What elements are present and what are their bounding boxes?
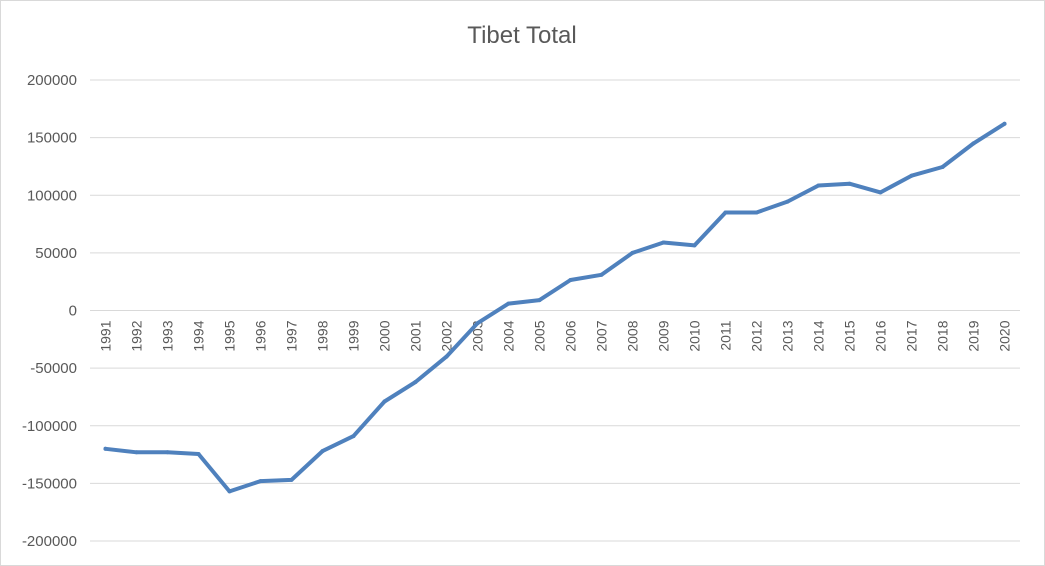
x-tick-label: 2010 (687, 320, 703, 351)
y-tick-label: -150000 (22, 475, 77, 492)
x-tick-label: 2007 (594, 320, 610, 351)
x-tick-label: 2018 (935, 320, 951, 351)
x-tick-label: 2020 (997, 320, 1013, 351)
y-tick-label: 50000 (35, 245, 77, 262)
data-point (258, 479, 263, 484)
x-tick-label: 1991 (98, 320, 114, 351)
x-tick-label: 2019 (966, 320, 982, 351)
data-point (196, 452, 201, 456)
x-tick-label: 2002 (439, 320, 455, 351)
data-point (165, 450, 170, 455)
data-point (971, 141, 976, 146)
data-point (382, 399, 387, 404)
data-point (754, 210, 759, 215)
x-tick-label: 1996 (253, 320, 269, 351)
data-point (320, 449, 325, 454)
x-tick-label: 1999 (346, 320, 362, 351)
x-tick-label: 1997 (284, 320, 300, 351)
x-tick-label: 2016 (873, 320, 889, 351)
y-tick-label: -200000 (22, 533, 77, 550)
data-point (909, 173, 914, 178)
x-tick-label: 2006 (563, 320, 579, 351)
data-point (692, 243, 697, 248)
x-axis-tick-labels: 1991 1992 1993 1994 1995 1996 1997 1998 1999 2000… (98, 320, 1013, 351)
data-point (878, 190, 883, 195)
x-tick-label: 1995 (222, 320, 238, 351)
data-point (444, 354, 449, 359)
x-tick-label: 2015 (842, 320, 858, 351)
data-point (785, 199, 790, 204)
x-tick-label: 2014 (811, 320, 827, 351)
data-point (723, 210, 728, 215)
y-tick-label: -100000 (22, 418, 77, 435)
data-point (413, 380, 418, 384)
data-point (599, 272, 604, 277)
data-point (134, 450, 139, 455)
data-point (630, 250, 635, 255)
data-point (103, 446, 108, 451)
data-point (227, 489, 232, 494)
data-point (940, 165, 945, 169)
x-tick-label: 2008 (625, 320, 641, 351)
y-tick-label: 100000 (27, 187, 77, 204)
y-tick-label: 150000 (27, 130, 77, 147)
y-tick-label: -50000 (30, 360, 77, 377)
x-tick-label: 1998 (315, 320, 331, 351)
x-tick-label: 1992 (129, 320, 145, 351)
x-tick-label: 2000 (377, 320, 393, 351)
series-group (103, 121, 1007, 494)
x-tick-label: 2004 (501, 320, 517, 351)
y-tick-label: 0 (69, 303, 77, 320)
gridlines (90, 79, 1020, 542)
data-point (816, 183, 821, 188)
series-line (103, 121, 1007, 494)
data-point (661, 240, 666, 245)
chart-title: Tibet Total (467, 22, 576, 49)
data-point (568, 278, 573, 282)
data-point (537, 298, 542, 303)
data-point (847, 181, 852, 186)
x-tick-label: 2012 (749, 320, 765, 351)
x-tick-label: 2009 (656, 320, 672, 351)
x-tick-label: 2005 (532, 320, 548, 351)
data-point (1002, 121, 1007, 126)
y-axis-tick-labels: 200000 150000 100000 50000 0 -50000 -100000 -15… (22, 72, 77, 550)
x-tick-label: 2001 (408, 320, 424, 351)
x-tick-label: 2011 (718, 320, 734, 350)
x-tick-label: 2013 (780, 320, 796, 351)
data-point (289, 477, 294, 482)
data-point (475, 321, 480, 326)
x-tick-label: 1994 (191, 320, 207, 351)
x-tick-label: 2017 (904, 320, 920, 351)
y-tick-label: 200000 (27, 72, 77, 89)
data-point (506, 301, 511, 306)
x-tick-label: 1993 (160, 320, 176, 351)
data-point (351, 434, 356, 439)
